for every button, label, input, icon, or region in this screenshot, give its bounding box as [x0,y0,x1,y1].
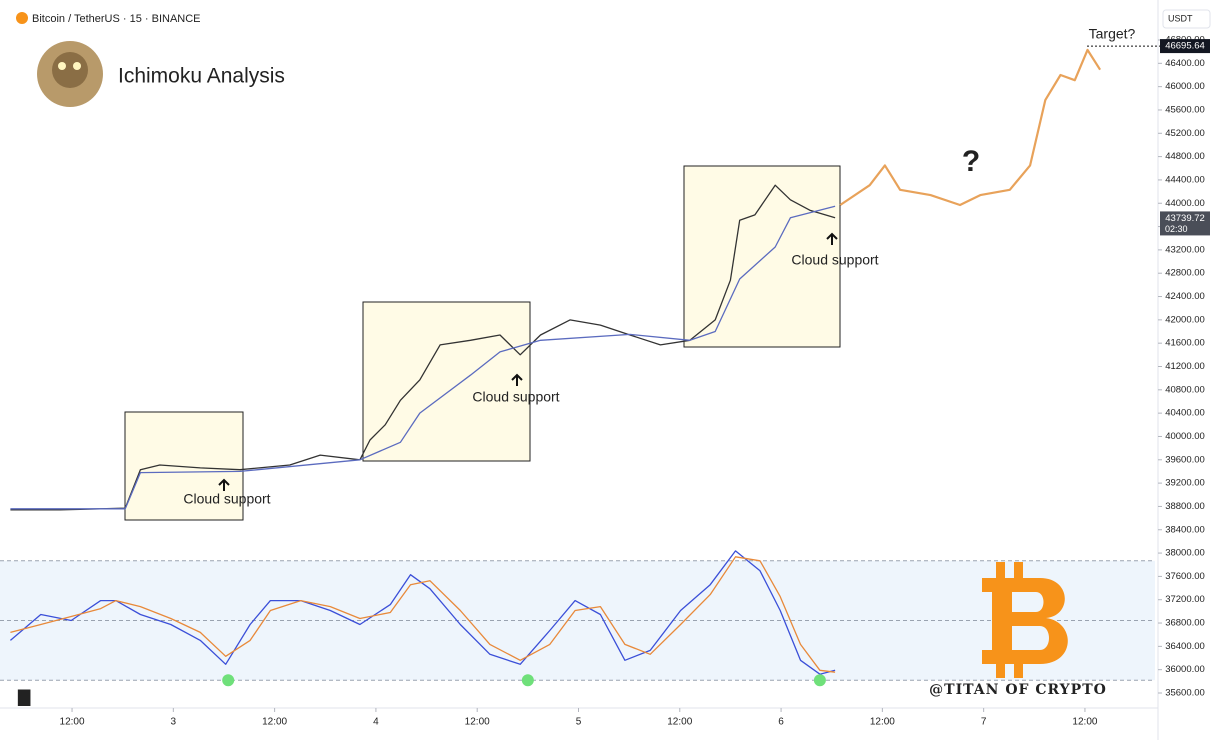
arrow [511,373,523,386]
price-tag-label: 46695.64 [1165,41,1205,52]
price-tag [1160,211,1210,236]
tv-logo: ▇ [17,689,31,706]
y-tick-label: 40000.00 [1165,431,1205,442]
arrow [826,232,838,245]
x-tick-label: 12:00 [1072,717,1097,728]
x-tick-label: 12:00 [870,717,895,728]
highlight-box [683,165,841,348]
y-tick-label: 38000.00 [1165,548,1205,559]
y-tick-label: 37200.00 [1165,594,1205,605]
btc-icon [16,12,28,24]
bitcoin-logo [982,562,1068,678]
y-tick-label: 36400.00 [1165,641,1205,652]
y-tick-label: 44000.00 [1165,198,1205,209]
currency-box[interactable] [1162,9,1211,29]
x-tick-label: 7 [981,717,987,728]
x-tick-label: 12:00 [465,717,490,728]
x-tick-label: 12:00 [667,717,692,728]
annotation: Cloud support [183,491,270,507]
x-tick-label: 12:00 [60,717,85,728]
line-series [9,550,836,675]
avatar-face [52,52,88,88]
x-tick-label: 4 [373,717,379,728]
avatar-eye [58,62,66,70]
line-series [10,556,836,673]
annotation: Cloud support [791,252,878,268]
currency: USDT [1168,13,1193,23]
line-series [839,48,1102,207]
y-tick-label: 45600.00 [1165,104,1205,115]
signal-dot [521,674,534,687]
countdown: 02:30 [1165,224,1188,234]
line-series [10,184,836,511]
chart-subtitle: Ichimoku Analysis [118,65,285,88]
y-tick-label: 39600.00 [1165,454,1205,465]
arrow [218,478,230,491]
price-tag [1160,39,1210,54]
x-tick-label: 12:00 [262,717,287,728]
line-series [10,205,836,510]
y-tick-label: 36000.00 [1165,664,1205,675]
x-tick-label: 5 [576,717,582,728]
y-tick-label: 37600.00 [1165,571,1205,582]
x-tick-label: 3 [171,717,177,728]
y-tick-label: 38800.00 [1165,501,1205,512]
signal-dot [813,674,826,687]
y-tick-label: 35600.00 [1165,688,1205,699]
price-tag-label: 43739.72 [1165,213,1205,224]
highlight-box [362,301,531,462]
x-tick-label: 6 [778,717,784,728]
y-tick-label: 42000.00 [1165,314,1205,325]
y-tick-label: 36800.00 [1165,618,1205,629]
annotation: Target? [1089,26,1136,42]
annotation: ? [962,145,980,178]
y-tick-label: 42800.00 [1165,268,1205,279]
chart-title: Bitcoin / TetherUS · 15 · BINANCE [32,13,201,25]
avatar-eye [73,62,81,70]
y-tick-label: 40400.00 [1165,408,1205,419]
y-tick-label: 38400.00 [1165,524,1205,535]
y-tick-label: 41200.00 [1165,361,1205,372]
y-tick-label: 44400.00 [1165,174,1205,185]
y-tick-label: 39200.00 [1165,478,1205,489]
highlight-box [124,411,244,521]
y-tick-label: 43200.00 [1165,244,1205,255]
signal-dot [222,674,235,687]
y-tick-label: 46400.00 [1165,58,1205,69]
y-tick-label: 42400.00 [1165,291,1205,302]
y-tick-label: 41600.00 [1165,338,1205,349]
y-tick-label: 40800.00 [1165,384,1205,395]
annotation: Cloud support [472,389,559,405]
y-tick-label: 46000.00 [1165,81,1205,92]
y-tick-label: 45200.00 [1165,128,1205,139]
annotation: @TITAN OF CRYPTO [929,682,1107,698]
y-tick-label: 44800.00 [1165,151,1205,162]
